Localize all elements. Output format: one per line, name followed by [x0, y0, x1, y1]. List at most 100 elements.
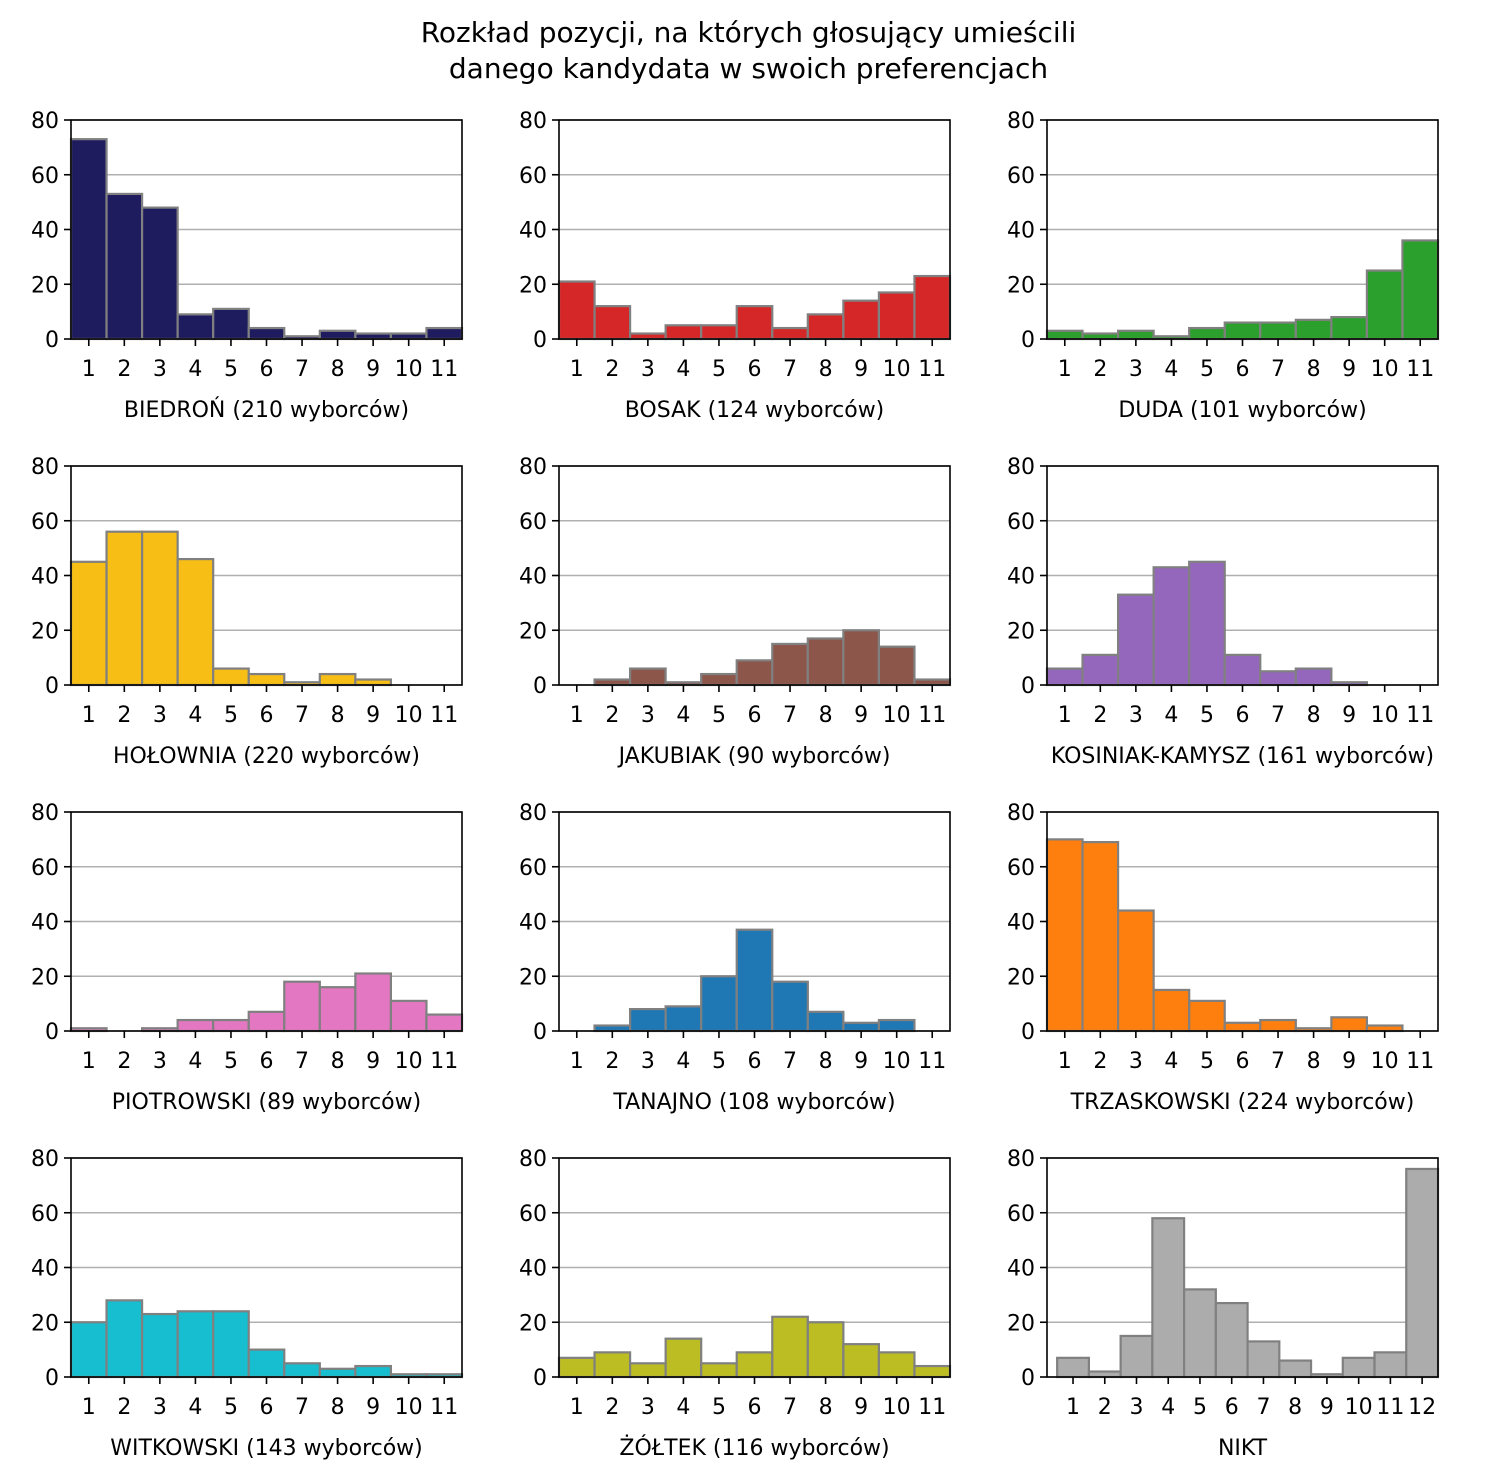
x-tick-label: 4 — [1164, 1049, 1178, 1074]
histogram-bar — [283, 980, 321, 1033]
x-tick-label: 10 — [883, 1049, 911, 1074]
x-tick-label: 11 — [1406, 703, 1434, 728]
histogram-bar — [1081, 653, 1120, 687]
histogram-bar — [1152, 988, 1191, 1033]
histogram-bar — [1119, 1334, 1154, 1379]
histogram-bar — [628, 667, 667, 687]
y-tick-label: 0 — [45, 1366, 59, 1391]
y-tick-label: 80 — [1007, 801, 1035, 826]
histogram-bar — [212, 307, 250, 341]
y-tick-label: 40 — [31, 911, 59, 936]
x-tick-label: 1 — [82, 703, 96, 728]
histogram-bar — [1365, 269, 1404, 341]
x-tick-label: 11 — [1376, 1395, 1404, 1420]
x-tick-label: 3 — [641, 703, 655, 728]
y-tick-label: 40 — [31, 565, 59, 590]
histogram-bar — [700, 1362, 738, 1379]
histogram-bar — [176, 1018, 215, 1033]
histogram-bar — [1246, 1340, 1281, 1379]
histogram-bar — [69, 1321, 108, 1379]
histogram-bar — [664, 324, 703, 341]
histogram-bar — [1045, 838, 1084, 1033]
histogram-bar — [806, 1321, 845, 1379]
y-tick-label: 80 — [519, 109, 547, 134]
y-tick-label: 40 — [1007, 1257, 1035, 1282]
histogram-panel: 0 20 40 60 80 1 2 3 4 5 6 7 8 9 10 11 TANAJNO (108 wybor… — [519, 801, 951, 1115]
y-tick-label: 40 — [519, 911, 547, 936]
x-tick-label: 5 — [224, 1049, 238, 1074]
x-axis-label: TANAJNO (108 wyborców) — [612, 1090, 895, 1115]
y-tick-label: 20 — [31, 273, 59, 298]
histogram-bar — [212, 1018, 250, 1033]
x-axis-label: JAKUBIAK (90 wyborców) — [617, 744, 891, 769]
histogram-bar — [1045, 329, 1084, 341]
y-tick-label: 20 — [31, 965, 59, 990]
y-tick-label: 20 — [31, 1311, 59, 1336]
x-tick-label: 9 — [1320, 1395, 1334, 1420]
x-tick-label: 1 — [1058, 703, 1072, 728]
histogram-bar — [628, 332, 667, 341]
x-tick-label: 7 — [1271, 703, 1285, 728]
x-tick-label: 9 — [854, 703, 868, 728]
x-tick-label: 6 — [260, 703, 274, 728]
histogram-bar — [664, 1005, 703, 1033]
histogram-bar — [913, 1364, 952, 1379]
histogram-bar — [354, 1364, 393, 1379]
histogram-bar — [1223, 1021, 1262, 1033]
y-tick-label: 20 — [1007, 619, 1035, 644]
histogram-bar — [806, 313, 845, 341]
x-tick-label: 6 — [260, 1049, 274, 1074]
histogram-bar — [1056, 1356, 1090, 1379]
x-tick-label: 4 — [188, 1395, 202, 1420]
x-tick-label: 8 — [331, 357, 345, 382]
x-tick-label: 2 — [117, 703, 131, 728]
x-tick-label: 1 — [1066, 1395, 1080, 1420]
x-tick-label: 6 — [260, 357, 274, 382]
x-tick-label: 3 — [153, 1395, 167, 1420]
histogram-bar — [247, 326, 286, 341]
x-tick-label: 9 — [366, 1395, 380, 1420]
histogram-bar — [69, 138, 108, 341]
x-tick-label: 1 — [570, 1049, 584, 1074]
y-tick-label: 20 — [519, 1311, 547, 1336]
y-tick-label: 0 — [45, 328, 59, 353]
x-tick-label: 1 — [1058, 357, 1072, 382]
x-tick-label: 1 — [1058, 1049, 1072, 1074]
x-tick-label: 4 — [1161, 1395, 1175, 1420]
histogram-bar — [176, 1310, 215, 1379]
x-tick-label: 6 — [260, 1395, 274, 1420]
y-tick-label: 40 — [519, 219, 547, 244]
x-tick-label: 7 — [295, 357, 309, 382]
histogram-panel: 0 20 40 60 80 1 2 3 4 5 6 7 8 9 10 11 HOŁOWNIA (220 wybo… — [31, 455, 463, 769]
y-tick-label: 0 — [1021, 1366, 1035, 1391]
y-tick-label: 0 — [533, 328, 547, 353]
y-tick-label: 80 — [31, 109, 59, 134]
histogram-bar — [1214, 1301, 1249, 1379]
histogram-bar — [105, 192, 144, 341]
y-tick-label: 0 — [533, 1366, 547, 1391]
x-tick-label: 2 — [1093, 357, 1107, 382]
histogram-bar — [105, 530, 144, 687]
histogram-bar — [593, 678, 632, 687]
x-tick-label: 8 — [819, 357, 833, 382]
x-tick-label: 10 — [1371, 1049, 1399, 1074]
x-axis-label: HOŁOWNIA (220 wyborców) — [113, 744, 420, 769]
histogram-bar — [913, 678, 952, 687]
histogram-bar — [1081, 332, 1120, 341]
histogram-bar — [593, 1024, 632, 1033]
x-tick-label: 9 — [1342, 703, 1356, 728]
x-tick-label: 5 — [1200, 357, 1214, 382]
x-tick-label: 3 — [153, 703, 167, 728]
x-tick-label: 11 — [918, 1395, 946, 1420]
histogram-bar — [771, 980, 809, 1033]
x-tick-label: 4 — [188, 703, 202, 728]
histogram-bar — [1278, 1359, 1313, 1379]
x-tick-label: 9 — [366, 1049, 380, 1074]
x-tick-label: 6 — [1236, 357, 1250, 382]
x-tick-label: 11 — [918, 703, 946, 728]
x-tick-label: 5 — [712, 357, 726, 382]
y-tick-label: 80 — [1007, 1147, 1035, 1172]
x-tick-label: 5 — [224, 357, 238, 382]
histogram-bar — [140, 1312, 179, 1379]
histogram-bar — [771, 1315, 809, 1379]
